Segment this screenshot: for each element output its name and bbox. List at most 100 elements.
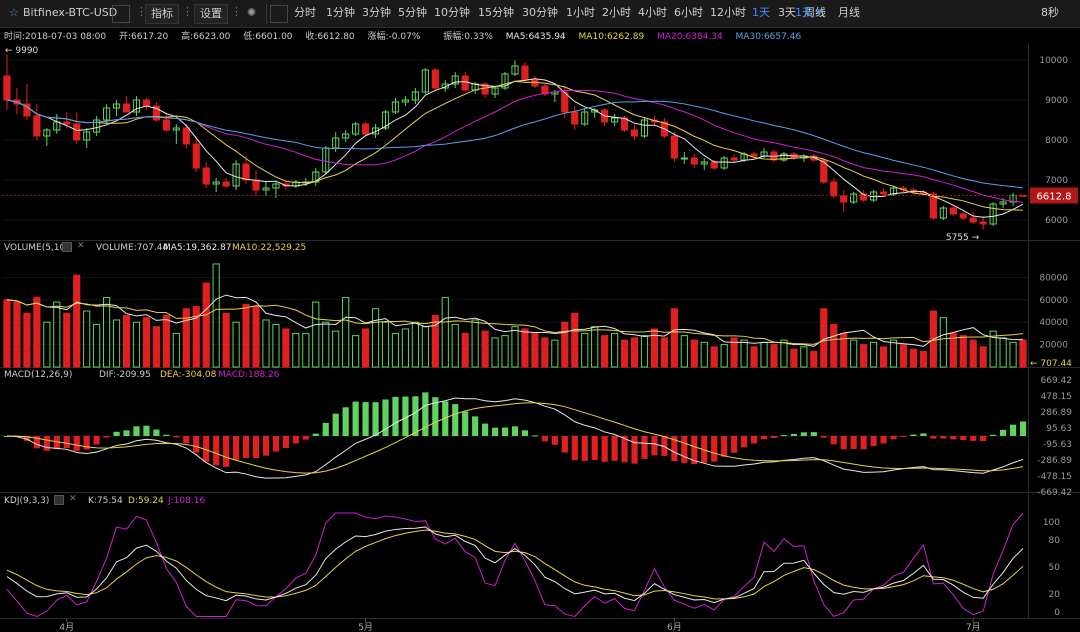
macd-bar-86	[860, 436, 867, 450]
kdj-tick-3: 20	[1049, 590, 1061, 600]
close-icon[interactable]: ✕	[77, 241, 85, 251]
volume-bar-36	[361, 328, 370, 368]
macd-bar-91	[910, 434, 917, 436]
star-icon[interactable]: ☆	[9, 6, 19, 19]
candle-64	[640, 118, 649, 138]
candle-86	[860, 190, 868, 202]
more-icon[interactable]: ⋮	[231, 5, 242, 18]
candle-body-22	[222, 181, 230, 187]
interval-6[interactable]: 30分钟	[522, 6, 558, 19]
volume-bar-79	[790, 348, 798, 368]
candle-body-10	[103, 107, 111, 121]
interval-8[interactable]: 2小时	[602, 6, 631, 19]
interval-2[interactable]: 3分钟	[362, 6, 391, 19]
candle-body-61	[611, 117, 619, 123]
macd-tick-5: -286.89	[1037, 456, 1072, 466]
interval-4[interactable]: 10分钟	[434, 6, 470, 19]
symbol-label[interactable]: Bitfinex-BTC-USD	[23, 6, 118, 19]
interval-11[interactable]: 12小时	[710, 6, 746, 19]
interval-13[interactable]: 3天	[778, 6, 796, 19]
volume-ma5: MA5:19,362.87	[163, 243, 232, 253]
low-annotation: 5755 →	[946, 233, 980, 243]
candle-68	[680, 152, 688, 164]
indicator-button[interactable]: 指标	[145, 4, 179, 24]
macd-bar-22	[223, 436, 230, 467]
close-icon[interactable]: ✕	[69, 494, 77, 504]
candle-body-27	[272, 183, 280, 189]
brightness-icon[interactable]: ✺	[247, 6, 257, 19]
volume-bar-97	[969, 339, 977, 368]
volume-bar-66	[660, 337, 669, 368]
interval-15[interactable]: 月线	[838, 6, 860, 19]
volume-tick-2: 40000	[1039, 318, 1068, 328]
settings-icon[interactable]	[62, 242, 72, 252]
draw-line-icon[interactable]	[270, 5, 288, 23]
candle-56	[561, 86, 569, 118]
interval-14[interactable]: 周线	[804, 6, 826, 19]
macd-bar-87	[870, 436, 877, 447]
candle-26	[262, 182, 270, 196]
volume-bar-8	[83, 310, 91, 368]
volume-bar-95	[949, 332, 957, 368]
macd-tick-2: 286.89	[1041, 408, 1073, 418]
more-icon[interactable]: ⋮	[136, 5, 147, 18]
volume-bar-42	[421, 326, 429, 368]
volume-bar-22	[222, 312, 230, 368]
info-high: 高:6623.00	[181, 32, 231, 42]
more-icon[interactable]: ⋮	[182, 5, 193, 18]
info-amplitude: 振幅:0.33%	[443, 32, 493, 42]
candle-body-39	[391, 101, 400, 113]
price-tick-2: 8000	[1045, 136, 1068, 146]
interval-7[interactable]: 1小时	[566, 6, 595, 19]
volume-bar-45	[451, 323, 459, 368]
volume-bar-33	[332, 330, 340, 368]
symbol-search-icon[interactable]	[112, 5, 130, 23]
candle-body-0	[3, 75, 11, 101]
candle-body-11	[112, 103, 121, 109]
macd-bar-29	[292, 436, 299, 444]
volume-bar-70	[700, 341, 708, 368]
macd-dea: DEA:-304.08	[160, 370, 217, 380]
ma30-line	[6, 99, 1024, 189]
kdj-tick-4: 0	[1054, 608, 1060, 618]
macd-tick-3: 95.63	[1046, 424, 1072, 434]
macd-bar-48	[482, 423, 489, 436]
macd-bar-49	[491, 427, 499, 436]
candle-body-50	[501, 73, 509, 89]
candle-body-38	[381, 111, 390, 129]
interval-0[interactable]: 分时	[294, 6, 316, 19]
interval-1[interactable]: 1分钟	[326, 6, 355, 19]
interval-9[interactable]: 4小时	[638, 6, 667, 19]
macd-bar-102	[1019, 421, 1027, 436]
x-tick-0: 4月	[59, 622, 74, 632]
volume-bar-40	[401, 328, 410, 368]
interval-5[interactable]: 15分钟	[478, 6, 514, 19]
volume-bar-24	[242, 303, 250, 368]
macd-bar-10	[103, 436, 110, 438]
interval-dropdown[interactable]: 1天 ▾	[792, 4, 825, 24]
interval-3[interactable]: 5分钟	[398, 6, 427, 19]
kdj-tick-1: 80	[1049, 536, 1061, 546]
volume-bar-91	[909, 348, 918, 368]
settings-button[interactable]: 设置	[194, 4, 228, 24]
candle-body-56	[561, 91, 569, 113]
macd-bar-95	[950, 436, 957, 440]
candle-body-98	[979, 221, 987, 225]
refresh-timer: 8秒	[1041, 6, 1059, 19]
macd-bar-21	[213, 436, 220, 466]
macd-bar-24	[242, 436, 250, 459]
candle-body-7	[73, 123, 81, 141]
candle-body-58	[581, 111, 589, 125]
volume-bar-41	[411, 321, 419, 368]
candle-45	[451, 72, 459, 88]
candle-body-68	[680, 157, 688, 160]
macd-bar-79	[790, 433, 798, 436]
macd-bar-41	[412, 396, 419, 436]
volume-last-label: ← 707.44	[1030, 359, 1072, 369]
volume-bar-77	[770, 344, 778, 368]
settings-icon[interactable]	[54, 495, 64, 505]
interval-10[interactable]: 6小时	[674, 6, 703, 19]
macd-bar-60	[601, 436, 608, 462]
interval-12[interactable]: 1天	[752, 6, 770, 19]
